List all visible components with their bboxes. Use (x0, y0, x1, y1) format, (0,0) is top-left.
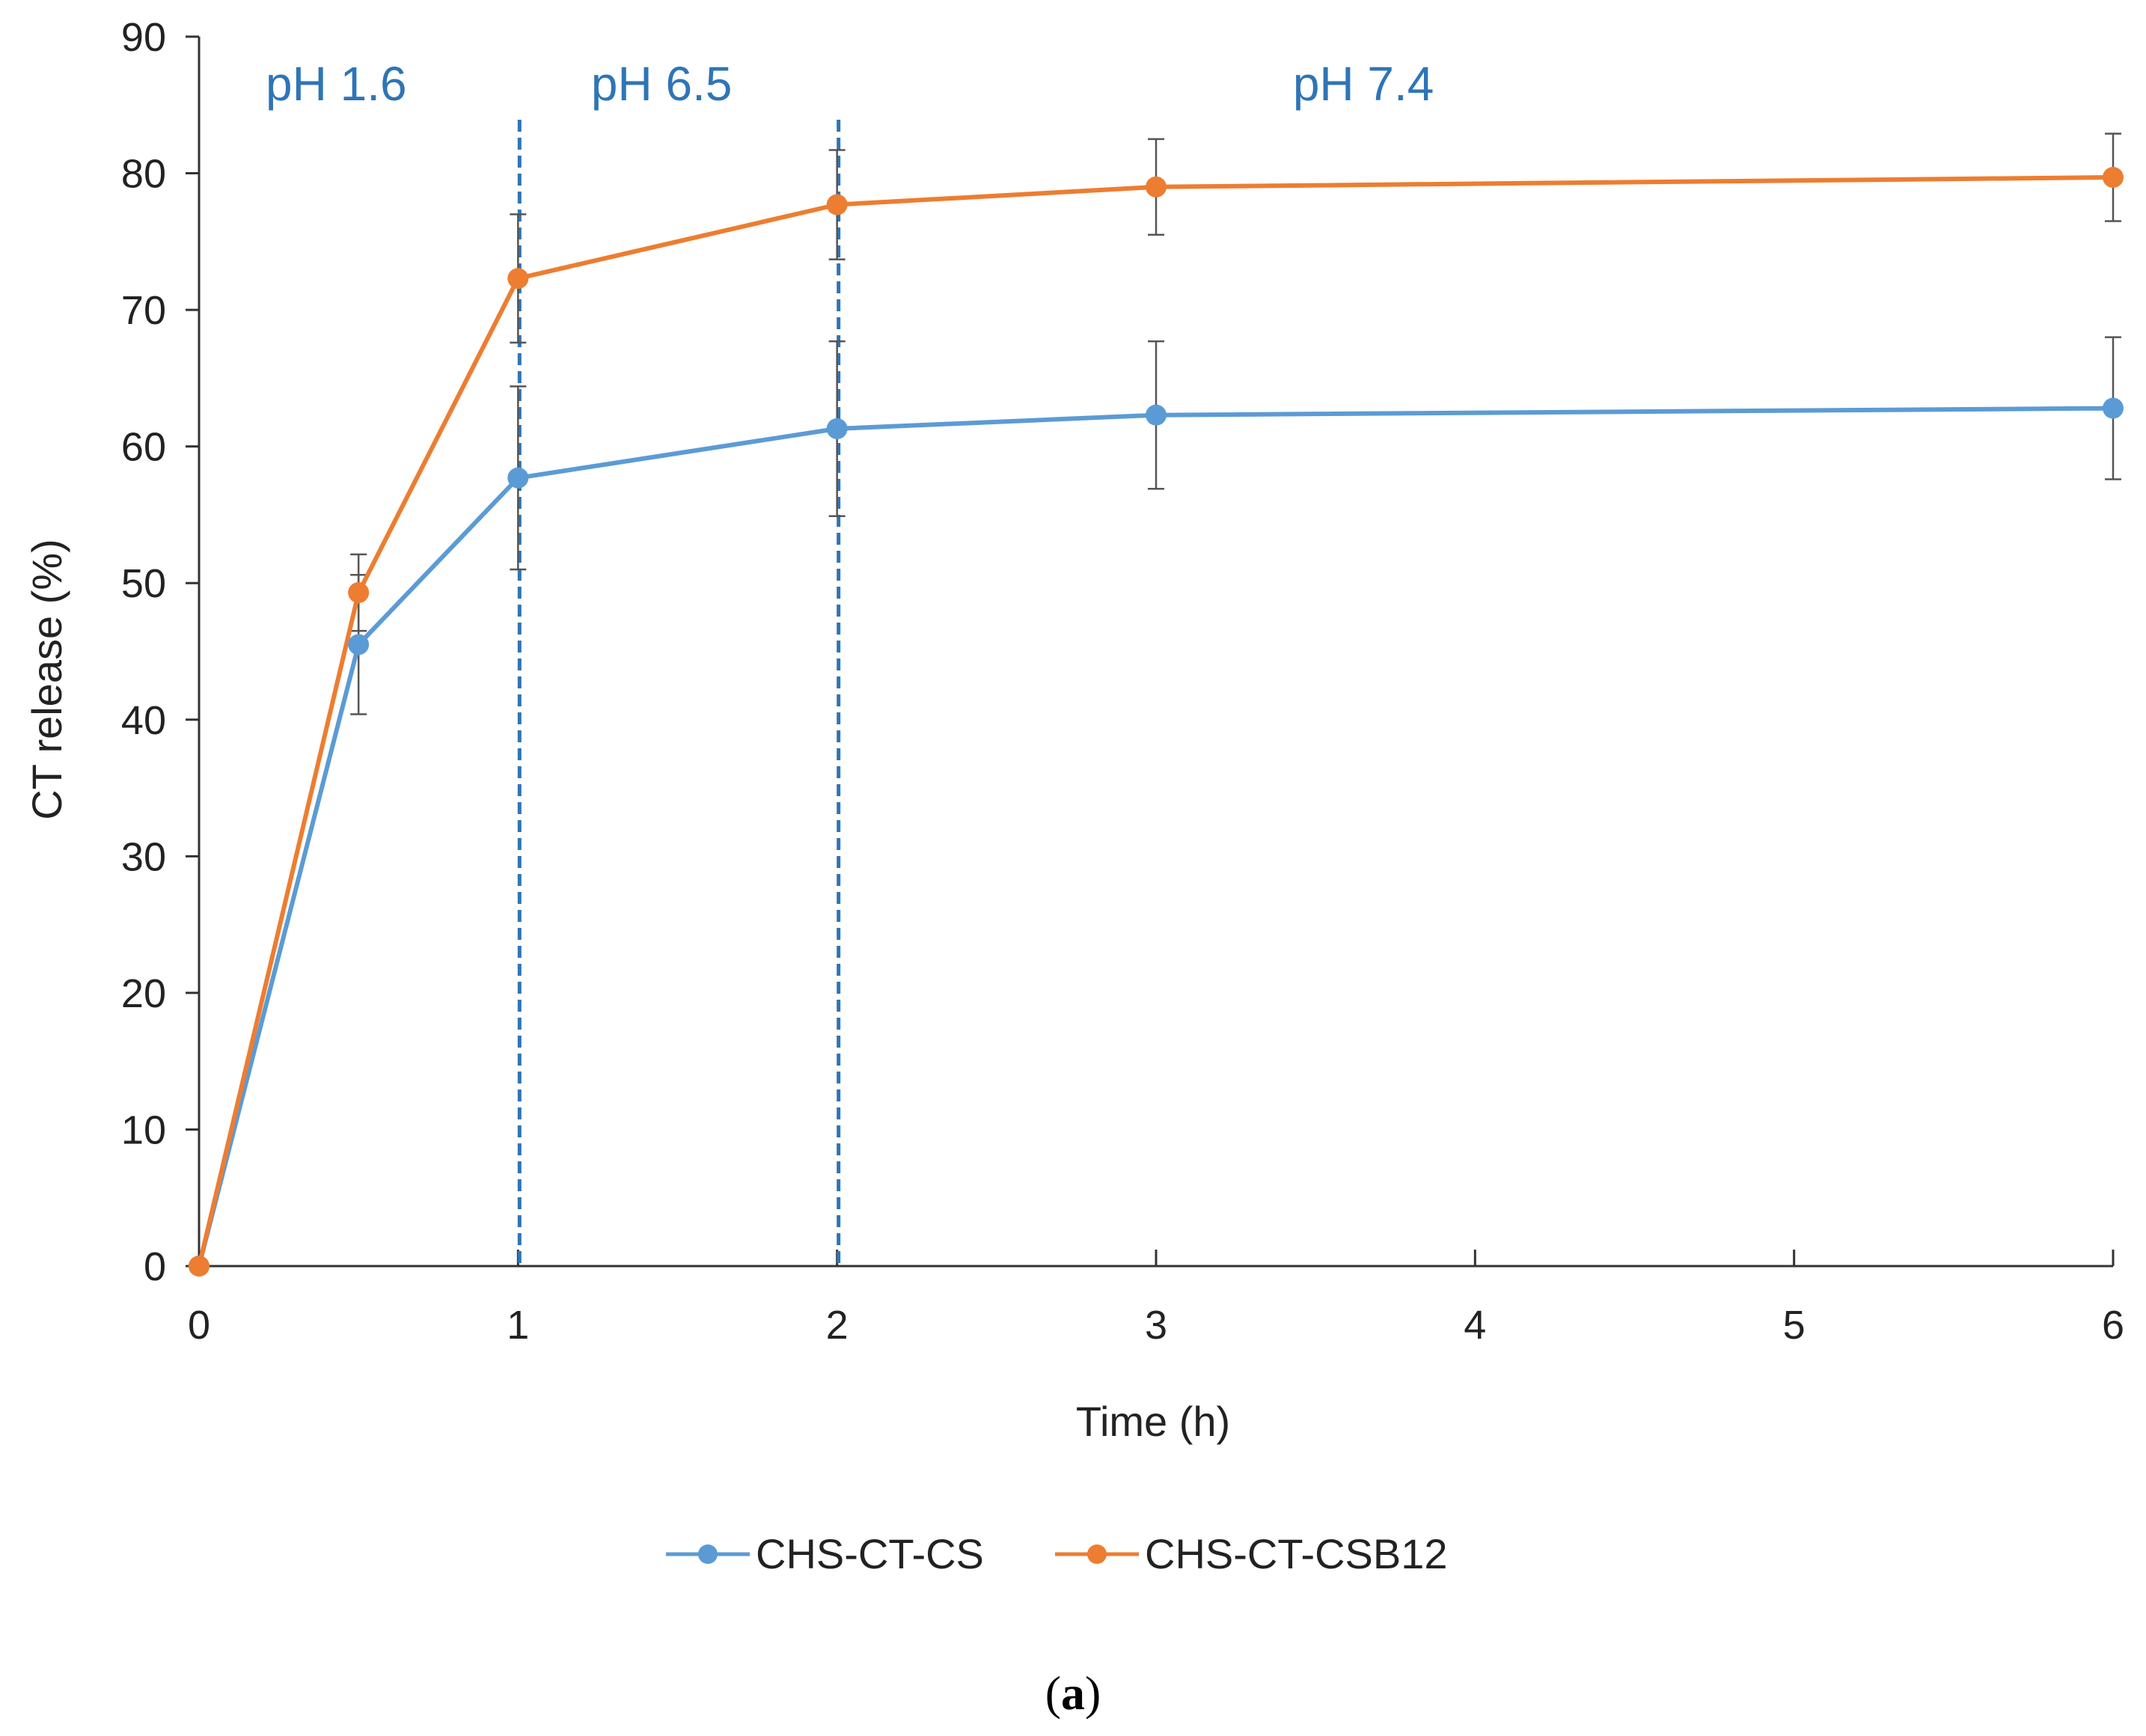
y-tick-label: 70 (121, 288, 166, 333)
legend-label-chs-ct-csb12: CHS-CT-CSB12 (1145, 1530, 1448, 1577)
data-point-chs-ct-cs (2103, 397, 2124, 419)
data-point-chs-ct-csb12 (826, 194, 848, 216)
y-tick-label: 80 (121, 152, 166, 197)
ph-region-label: pH 1.6 (266, 57, 407, 111)
data-point-chs-ct-cs (507, 467, 529, 489)
series-line-chs-ct-cs (197, 406, 2114, 1267)
legend-marker-chs-ct-cs (698, 1544, 718, 1564)
y-tick-label: 30 (121, 834, 166, 879)
x-axis-title: Time (h) (1076, 1398, 1230, 1445)
data-point-chs-ct-cs (348, 634, 370, 655)
legend-marker-chs-ct-csb12 (1087, 1544, 1107, 1564)
caption-letter: a (1061, 1666, 1085, 1720)
ph-dividers (517, 120, 841, 1266)
x-tick-label: 2 (826, 1303, 849, 1348)
y-tick-label: 0 (144, 1244, 166, 1289)
ph-region-label: pH 7.4 (1293, 57, 1434, 111)
y-axis-title: CT release (%) (23, 539, 70, 820)
legend: CHS-CT-CS CHS-CT-CSB12 (666, 1530, 1448, 1577)
axes-group: 0 10 20 30 40 50 60 70 80 90 0 1 2 3 4 5 6 (121, 15, 2124, 1348)
figure-caption: (a) (1045, 1666, 1101, 1720)
y-tick-label: 60 (121, 425, 166, 470)
x-tick-label: 4 (1464, 1303, 1486, 1348)
x-tick-label: 3 (1145, 1303, 1167, 1348)
y-tick-label: 50 (121, 561, 166, 606)
y-tick-label: 10 (121, 1107, 166, 1152)
x-tick-label: 5 (1783, 1303, 1806, 1348)
data-point-chs-ct-cs (826, 418, 848, 439)
region-labels: pH 1.6 pH 6.5 pH 7.4 (266, 57, 1434, 111)
data-point-chs-ct-csb12 (507, 268, 529, 290)
x-tick-label: 6 (2102, 1303, 2124, 1348)
y-tick-label: 90 (121, 15, 166, 60)
x-tick-label: 0 (188, 1303, 210, 1348)
series-group (189, 132, 2124, 1277)
data-point-chs-ct-csb12 (189, 1256, 210, 1277)
data-point-chs-ct-cs (1146, 404, 1167, 426)
y-tick-label: 20 (121, 971, 166, 1016)
ph-region-label: pH 6.5 (591, 57, 733, 111)
legend-label-chs-ct-cs: CHS-CT-CS (756, 1530, 984, 1577)
data-point-chs-ct-csb12 (348, 582, 370, 604)
y-tick-label: 40 (121, 698, 166, 743)
data-point-chs-ct-csb12 (1146, 176, 1167, 198)
data-point-chs-ct-csb12 (2103, 167, 2124, 189)
x-tick-label: 1 (507, 1303, 529, 1348)
series-line-chs-ct-csb12 (197, 175, 2114, 1267)
